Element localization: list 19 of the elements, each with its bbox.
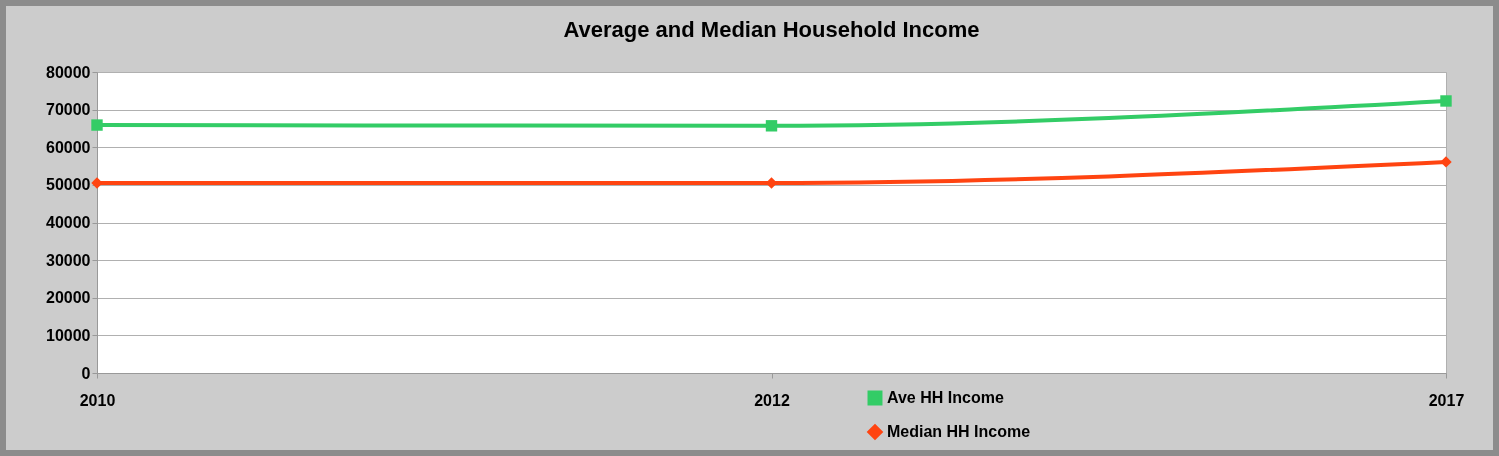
point — [91, 119, 103, 131]
legend-label: Median HH Income — [887, 423, 1031, 440]
y-tick-label: 50000 — [46, 176, 91, 194]
legend-label: Ave HH Income — [887, 389, 1004, 406]
chart-title: Average and Median Household Income — [563, 17, 980, 42]
y-tick-label: 40000 — [46, 214, 91, 231]
y-tick-label: 10000 — [46, 326, 91, 344]
y-tick-label: 20000 — [46, 289, 91, 307]
y-tick-label: 30000 — [46, 251, 91, 269]
y-tick-label: 60000 — [46, 138, 91, 156]
point — [1440, 156, 1452, 168]
point — [765, 120, 778, 132]
point — [1440, 95, 1452, 107]
x-tick-label: 2012 — [754, 391, 790, 409]
y-tick-label: 0 — [81, 364, 91, 382]
y-tick-label: 70000 — [46, 101, 91, 119]
y-tick-label: 80000 — [46, 63, 91, 81]
x-tick-label: 2017 — [1428, 391, 1465, 409]
x-tick-label: 2010 — [79, 391, 116, 409]
